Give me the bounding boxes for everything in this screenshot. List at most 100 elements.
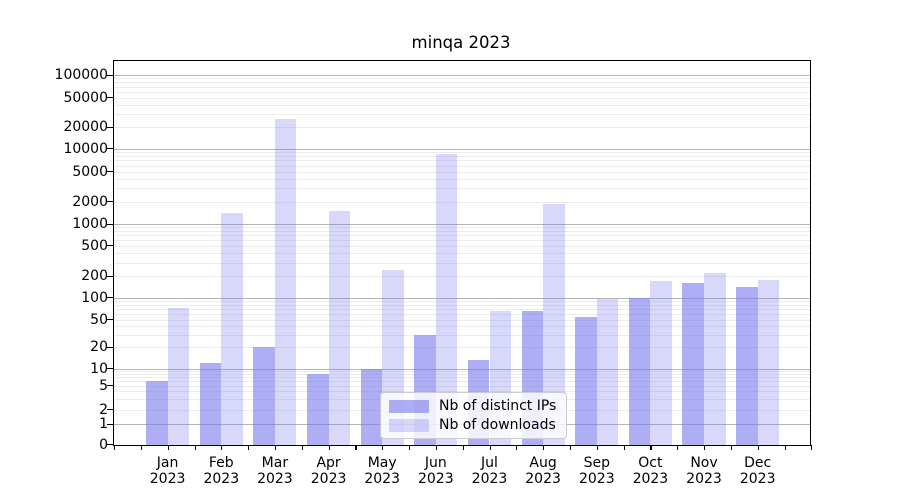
x-tick-year: 2023	[417, 471, 454, 487]
y-tick-mark	[107, 245, 113, 247]
x-tick-label: Mar 2023	[235, 455, 315, 487]
bar-downloads-sep	[596, 299, 619, 445]
x-tick-mark	[355, 445, 357, 450]
x-tick-mark	[543, 445, 545, 450]
y-gridline-minor	[114, 377, 810, 379]
x-tick-mark	[677, 445, 679, 450]
y-gridline-major	[114, 148, 810, 150]
y-tick-label: 0	[99, 436, 108, 453]
x-tick-label: Sep 2023	[557, 455, 637, 487]
bar-downloads-jan	[167, 307, 190, 445]
y-tick-mark	[107, 148, 113, 150]
y-gridline-minor	[114, 165, 810, 167]
x-tick-month: Sep	[583, 455, 610, 471]
x-tick-label: Aug 2023	[503, 455, 583, 487]
y-gridline-minor	[114, 371, 810, 373]
x-tick-mark	[248, 445, 250, 450]
x-tick-mark	[784, 445, 786, 450]
x-tick-label: Jul 2023	[450, 455, 530, 487]
legend-swatch-distinct-ips	[389, 399, 429, 413]
y-gridline-minor	[114, 188, 810, 190]
x-tick-mark	[114, 445, 116, 450]
y-tick-label: 20000	[63, 119, 108, 135]
x-tick-month: Dec	[744, 455, 772, 471]
bar-distinct-ips-dec	[736, 287, 758, 445]
x-tick-mark	[462, 445, 464, 450]
y-gridline-minor	[114, 152, 810, 153]
legend: Nb of distinct IPs Nb of downloads	[380, 392, 568, 439]
axis-ticks-layer: 0 1 2 5 10 20 50 100 200 500 1000 2000 5000 10000 2000…	[55, 61, 813, 487]
y-tick-mark	[107, 385, 113, 387]
y-gridline-minor	[114, 239, 810, 241]
x-tick-mark	[704, 445, 706, 450]
x-tick-month: Jul	[481, 455, 498, 471]
y-gridline-major	[114, 224, 810, 225]
bar-downloads-jun	[435, 153, 458, 445]
bar-downloads-aug	[543, 204, 565, 445]
bar-distinct-ips-oct	[628, 297, 651, 445]
y-tick-mark	[107, 409, 113, 411]
y-tick-label: 50000	[63, 89, 108, 106]
x-tick-label: Apr 2023	[289, 455, 369, 487]
y-gridline-minor	[114, 308, 810, 310]
y-gridline-minor	[114, 262, 810, 264]
x-tick-month: Nov	[690, 455, 718, 471]
x-tick-mark	[435, 445, 437, 450]
bars-layer	[114, 61, 810, 445]
y-tick-mark	[107, 423, 113, 425]
y-tick-label: 100000	[54, 67, 108, 83]
y-tick-mark	[107, 74, 113, 76]
x-tick-month: Aug	[529, 455, 557, 471]
x-tick-mark	[301, 445, 303, 450]
x-tick-mark	[623, 445, 625, 450]
y-tick-label: 50	[90, 311, 108, 328]
x-tick-label: Jun 2023	[396, 455, 476, 487]
y-tick-label: 5000	[72, 163, 108, 180]
y-gridline-minor	[114, 381, 810, 382]
x-tick-year: 2023	[310, 471, 347, 487]
y-gridline-major	[114, 297, 810, 299]
bar-downloads-nov	[704, 272, 726, 445]
y-tick-mark	[107, 444, 113, 446]
y-gridline-minor	[114, 245, 810, 247]
bar-distinct-ips-mar	[253, 347, 275, 445]
x-tick-year: 2023	[578, 471, 615, 487]
y-gridline-minor	[114, 319, 810, 321]
y-tick-mark	[107, 126, 113, 128]
x-tick-month: Apr	[316, 455, 341, 471]
x-tick-month: Feb	[208, 455, 234, 471]
y-gridline-minor	[114, 374, 810, 375]
y-gridline-minor	[114, 235, 810, 237]
x-tick-label: Nov 2023	[664, 455, 744, 487]
y-gridline-minor	[114, 155, 810, 157]
y-gridline-minor	[114, 230, 810, 232]
y-gridline-minor	[114, 78, 810, 80]
y-gridline-minor	[114, 385, 810, 387]
x-tick-month: Jan	[156, 455, 179, 471]
bar-downloads-oct	[650, 281, 672, 445]
bar-downloads-feb	[221, 213, 243, 445]
bar-distinct-ips-sep	[575, 316, 597, 445]
x-tick-mark	[194, 445, 196, 450]
bar-downloads-dec	[757, 280, 780, 445]
x-tick-mark	[221, 445, 223, 450]
y-gridline-minor	[114, 227, 810, 229]
x-tick-mark	[757, 445, 759, 450]
y-tick-label: 5	[99, 377, 108, 394]
y-tick-label: 10	[90, 360, 108, 377]
y-tick-mark	[107, 319, 113, 321]
x-tick-month: Jun	[424, 455, 447, 471]
y-gridline-minor	[114, 391, 810, 393]
bar-distinct-ips-may	[360, 368, 383, 445]
bar-distinct-ips-feb	[199, 362, 222, 445]
y-gridline-minor	[114, 113, 810, 115]
y-gridline-minor	[114, 326, 810, 328]
y-gridline-major	[114, 368, 810, 370]
y-gridline-minor	[114, 276, 810, 277]
x-tick-year: 2023	[149, 471, 186, 487]
x-tick-month: Oct	[638, 455, 663, 471]
y-tick-mark	[107, 346, 113, 348]
y-tick-mark	[107, 201, 113, 203]
y-tick-label: 1	[99, 416, 108, 432]
